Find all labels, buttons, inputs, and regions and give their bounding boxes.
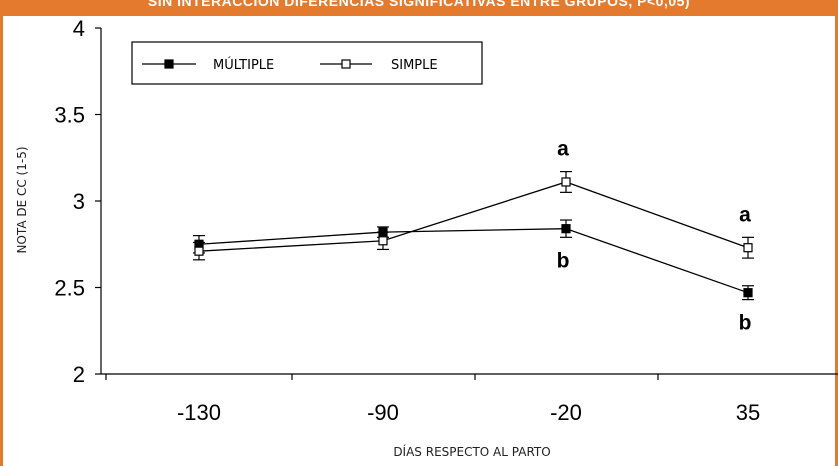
- legend-marker-simple: [342, 60, 350, 68]
- data-point-multiple: [744, 289, 752, 297]
- legend-marker-multiple: [165, 60, 173, 68]
- legend-label-simple: SIMPLE: [391, 58, 438, 73]
- significance-label: b: [739, 312, 752, 335]
- x-tick-label: -20: [550, 400, 582, 425]
- data-point-simple: [195, 247, 203, 255]
- significance-label: a: [739, 203, 751, 226]
- y-tick-label: 3: [73, 189, 85, 214]
- y-axis-title: NOTA DE CC (1-5): [15, 146, 29, 253]
- significance-label: b: [557, 249, 570, 272]
- data-point-multiple: [379, 228, 387, 236]
- x-tick-label: -130: [177, 400, 221, 425]
- y-tick-label: 3.5: [54, 103, 85, 128]
- series-line-multiple: [199, 229, 748, 293]
- y-tick-label: 2: [73, 362, 85, 387]
- data-point-simple: [744, 244, 752, 252]
- legend-label-multiple: MÚLTIPLE: [213, 57, 274, 73]
- significance-label: a: [557, 138, 569, 161]
- y-tick-label: 4: [73, 16, 85, 41]
- chart-series: [193, 172, 754, 300]
- data-point-simple: [562, 178, 570, 186]
- x-tick-label: -90: [367, 400, 399, 425]
- series-line-simple: [199, 182, 748, 251]
- x-axis-title: DÍAS RESPECTO AL PARTO: [393, 444, 550, 459]
- y-tick-label: 2.5: [54, 276, 85, 301]
- data-point-multiple: [562, 225, 570, 233]
- data-point-simple: [379, 237, 387, 245]
- chart-legend: MÚLTIPLE SIMPLE: [132, 42, 482, 84]
- x-tick-label: 35: [736, 400, 760, 425]
